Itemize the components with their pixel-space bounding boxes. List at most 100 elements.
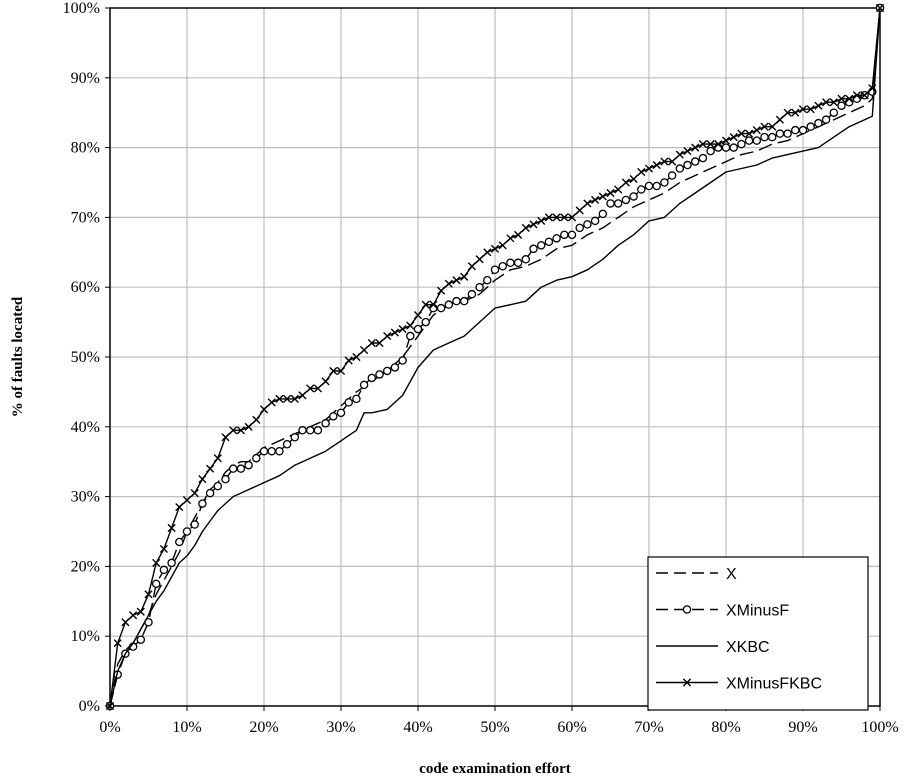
series-xminusf-point [175, 537, 184, 547]
legend-label-xminusf: XMinusF [726, 603, 789, 620]
x-tick-label: 80% [711, 719, 740, 736]
series-xminusfkbc-point [644, 164, 654, 173]
tick-labels: 0% 10% 20% 30% 40% 50% 60% 70% 80% 90% 100% 0% 10% 20… [63, 0, 899, 736]
series-xminusf-point [221, 474, 230, 484]
series-xminusfkbc-point [875, 3, 885, 13]
series-xminusfkbc [105, 3, 885, 711]
series-xminusf-point [652, 181, 661, 191]
series-xminusfkbc-point [529, 220, 538, 229]
series-xminusf-point [421, 317, 430, 327]
series-xminusf-point [690, 157, 700, 166]
series-xminusfkbc-point [167, 523, 176, 533]
series-xminusf-point [744, 136, 754, 145]
series-xminusf-point [606, 199, 615, 208]
series-xminusfkbc-point [344, 356, 353, 365]
series-xminusfkbc-point [506, 234, 515, 243]
series-xminusfkbc-point [213, 454, 222, 463]
chart-grid [110, 8, 880, 706]
series-xminusfkbc-point [798, 105, 808, 114]
series-xminusf-point [552, 234, 561, 243]
series-xminusfkbc-point [691, 143, 700, 152]
series-xminusfkbc-point [452, 276, 461, 285]
series-xminusf-point [205, 488, 215, 498]
series-xminusfkbc-point [190, 489, 199, 498]
series-xminusf-point [752, 136, 762, 145]
series-xminusfkbc-point [583, 199, 592, 208]
series-xminusfkbc-point [444, 279, 453, 288]
series-xminusf-point [821, 115, 831, 124]
y-tick-label: 20% [71, 558, 100, 575]
series-xminusfkbc-point [175, 502, 184, 512]
x-tick-label: 40% [403, 719, 432, 736]
series-xminusf-point [506, 258, 515, 268]
legend-item-xminusfkbc: XMinusFKBC [656, 676, 822, 693]
series-xminusfkbc-point [460, 272, 469, 281]
series-xminusf-point [675, 164, 685, 173]
series-xminusf-point [336, 408, 346, 418]
series-xminusf-point [629, 192, 638, 201]
series-xminusfkbc-point [129, 611, 138, 620]
series-xminusf-point [298, 426, 307, 435]
legend-item-xkbc: XKBC [656, 639, 770, 656]
series-xminusfkbc-point [737, 129, 746, 138]
series-xminusfkbc-point [637, 167, 646, 177]
series-xminusfkbc-point [721, 136, 731, 145]
series-xminusf-point [406, 331, 415, 341]
y-tick-label: 10% [71, 628, 100, 645]
y-tick-label: 0% [79, 698, 100, 715]
series-xminusfkbc-point [298, 391, 307, 400]
series-xminusfkbc-point [575, 206, 584, 215]
series-xminusfkbc-point [313, 384, 322, 393]
series-xminusf-point [329, 412, 338, 421]
series-xminusf-point [436, 303, 446, 313]
series-xminusf-point [621, 195, 631, 205]
series-xminusf-point [452, 296, 461, 306]
series-xminusf-point [398, 356, 407, 365]
series-xminusfkbc-point [598, 192, 607, 201]
series-xminusfkbc-point [221, 433, 230, 442]
series-xminusf-point [644, 181, 654, 191]
series-xminusfkbc-point [236, 426, 245, 435]
y-tick-label: 70% [71, 209, 100, 226]
series-xminusfkbc-point [745, 129, 754, 138]
series-xminusf-point [706, 146, 715, 156]
legend-label-xkbc: XKBC [726, 639, 770, 656]
series-xminusfkbc-point [514, 230, 523, 239]
y-tick-label: 90% [71, 70, 100, 87]
series-xminusf-point [244, 460, 253, 470]
x-tick-label: 60% [557, 719, 586, 736]
series-xminusfkbc-point [629, 174, 638, 184]
series-xminusf-point [737, 139, 746, 149]
series-xkbc [109, 7, 881, 707]
legend-xminusfkbc-point [682, 678, 692, 687]
series-xminusfkbc-point [544, 213, 553, 222]
series-xminusf-point [252, 453, 261, 463]
series-xminusfkbc-point [706, 140, 715, 149]
y-tick-label: 40% [71, 419, 100, 436]
series-xminusfkbc-point [360, 345, 369, 355]
series-xminusf-point [698, 153, 708, 163]
series-xminusf-point [806, 122, 815, 131]
series-xminusf-point [290, 433, 300, 442]
series-xminusf-point [521, 255, 531, 264]
y-tick-label: 80% [71, 140, 100, 157]
series-xminusfkbc-point [336, 366, 346, 376]
y-tick-label: 30% [71, 489, 100, 506]
x-tick-label: 20% [249, 719, 278, 736]
series-xminusfkbc-point [244, 422, 253, 431]
series-xminusfkbc-point [136, 607, 145, 616]
series-xminusf-point [783, 129, 792, 138]
series-xminusf-point [190, 520, 199, 529]
series-xminusf-point [459, 296, 469, 306]
series-xminusfkbc-point [437, 286, 446, 295]
x-axis-title: code examination effort [419, 761, 571, 777]
series-xminusfkbc-point [198, 475, 207, 484]
series-xminusf-point [390, 363, 400, 372]
series-xminusfkbc-point [259, 405, 269, 414]
series-xminusfkbc-point [668, 157, 677, 166]
series-xminusf-point [721, 143, 731, 152]
series-xminusf-point [259, 446, 269, 456]
series-xminusf-point [352, 394, 361, 404]
series-xminusfkbc-point [498, 241, 507, 250]
